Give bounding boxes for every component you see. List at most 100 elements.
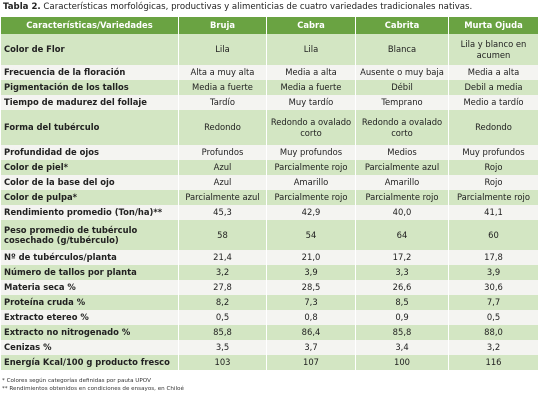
header-cell: Bruja xyxy=(178,17,267,34)
cell: Azul xyxy=(178,175,267,190)
table-row: Nº de tubérculos/planta 21,4 21,0 17,2 17,8 xyxy=(0,250,539,265)
cell: 3,9 xyxy=(266,265,356,280)
cell: Media a alta xyxy=(448,65,539,80)
cell: 21,0 xyxy=(266,250,356,265)
table: Características/Variedades Bruja Cabra Cabr… xyxy=(0,17,539,370)
cell: 64 xyxy=(355,220,449,250)
row-label: Frecuencia de la floración xyxy=(0,65,179,80)
row-label: Color de piel* xyxy=(0,160,179,175)
cell: Parcialmente rojo xyxy=(448,190,539,205)
cell: 85,8 xyxy=(355,325,449,340)
title-text: Características morfológicas, productiva… xyxy=(43,2,473,12)
cell: 85,8 xyxy=(178,325,267,340)
row-label: Extracto etereo % xyxy=(0,310,179,325)
table-row: Color de Flor Lila Lila Blanca Lila y blanco… xyxy=(0,34,539,65)
cell: 17,8 xyxy=(448,250,539,265)
cell: Lila y blanco en acumen xyxy=(448,34,539,65)
cell: Tardío xyxy=(178,95,267,110)
cell: Débil xyxy=(355,80,449,95)
row-label: Energía Kcal/100 g producto fresco xyxy=(0,355,179,370)
cell: 7,3 xyxy=(266,295,356,310)
cell: 3,2 xyxy=(178,265,267,280)
cell: Media a fuerte xyxy=(178,80,267,95)
cell: 100 xyxy=(355,355,449,370)
cell: 26,6 xyxy=(355,280,449,295)
table-row: Número de tallos por planta 3,2 3,9 3,3 3,9 xyxy=(0,265,539,280)
table-row: Color de piel* Azul Parcialmente rojo Parci… xyxy=(0,160,539,175)
cell: 3,4 xyxy=(355,340,449,355)
row-label: Proteína cruda % xyxy=(0,295,179,310)
cell: Medios xyxy=(355,145,449,160)
row-label: Rendimiento promedio (Ton/ha)** xyxy=(0,205,179,220)
table-row: Tiempo de madurez del follaje Tardío Muy t… xyxy=(0,95,539,110)
cell: 40,0 xyxy=(355,205,449,220)
cell: 8,2 xyxy=(178,295,267,310)
cell: Rojo xyxy=(448,175,539,190)
header-cell: Murta Ojuda xyxy=(448,17,539,34)
cell: 116 xyxy=(448,355,539,370)
cell: Debil a media xyxy=(448,80,539,95)
cell: Muy profundos xyxy=(266,145,356,160)
row-label: Tiempo de madurez del follaje xyxy=(0,95,179,110)
table-row: Rendimiento promedio (Ton/ha)** 45,3 42,9 4… xyxy=(0,205,539,220)
row-label: Peso promedio de tubérculo cosechado (g/… xyxy=(0,220,179,250)
footnote: * Colores según categorías definidas por… xyxy=(2,378,151,384)
cell: 0,5 xyxy=(448,310,539,325)
cell: Profundos xyxy=(178,145,267,160)
cell: Parcialmente azul xyxy=(355,160,449,175)
cell: 3,3 xyxy=(355,265,449,280)
cell: Muy profundos xyxy=(448,145,539,160)
table-title: Tabla 2. Características morfológicas, p… xyxy=(3,2,472,12)
header-row: Características/Variedades Bruja Cabra Cabr… xyxy=(0,17,539,34)
cell: 3,9 xyxy=(448,265,539,280)
table-row: Extracto etereo % 0,5 0,8 0,9 0,5 xyxy=(0,310,539,325)
table-row: Energía Kcal/100 g producto fresco 103 107… xyxy=(0,355,539,370)
table-row: Forma del tubérculo Redondo Redondo a oval… xyxy=(0,110,539,145)
cell: 54 xyxy=(266,220,356,250)
cell: Media a alta xyxy=(266,65,356,80)
cell: 27,8 xyxy=(178,280,267,295)
cell: Ausente o muy baja xyxy=(355,65,449,80)
header-cell: Cabrita xyxy=(355,17,449,34)
header-cell: Cabra xyxy=(266,17,356,34)
row-label: Materia seca % xyxy=(0,280,179,295)
row-label: Número de tallos por planta xyxy=(0,265,179,280)
row-label: Color de pulpa* xyxy=(0,190,179,205)
row-label: Pigmentación de los tallos xyxy=(0,80,179,95)
row-label: Cenizas % xyxy=(0,340,179,355)
cell: Amarillo xyxy=(266,175,356,190)
cell: 86,4 xyxy=(266,325,356,340)
cell: Redondo a ovalado corto xyxy=(355,110,449,145)
cell: 42,9 xyxy=(266,205,356,220)
table-row: Peso promedio de tubérculo cosechado (g/… xyxy=(0,220,539,250)
cell: Muy tardío xyxy=(266,95,356,110)
cell: 103 xyxy=(178,355,267,370)
cell: 0,5 xyxy=(178,310,267,325)
cell: 3,7 xyxy=(266,340,356,355)
cell: 8,5 xyxy=(355,295,449,310)
cell: Redondo xyxy=(178,110,267,145)
row-label: Color de Flor xyxy=(0,34,179,65)
cell: 21,4 xyxy=(178,250,267,265)
table-row: Cenizas % 3,5 3,7 3,4 3,2 xyxy=(0,340,539,355)
cell: 88,0 xyxy=(448,325,539,340)
row-label: Forma del tubérculo xyxy=(0,110,179,145)
row-label: Profundidad de ojos xyxy=(0,145,179,160)
cell: 0,8 xyxy=(266,310,356,325)
cell: Parcialmente rojo xyxy=(266,190,356,205)
cell: Redondo xyxy=(448,110,539,145)
cell: 41,1 xyxy=(448,205,539,220)
cell: Lila xyxy=(266,34,356,65)
title-label: Tabla 2. xyxy=(3,2,41,12)
table-row: Extracto no nitrogenado % 85,8 86,4 85,8 88,… xyxy=(0,325,539,340)
table-row: Color de pulpa* Parcialmente azul Parcialm… xyxy=(0,190,539,205)
cell: Redondo a ovalado corto xyxy=(266,110,356,145)
cell: Media a fuerte xyxy=(266,80,356,95)
table-row: Proteína cruda % 8,2 7,3 8,5 7,7 xyxy=(0,295,539,310)
cell: 17,2 xyxy=(355,250,449,265)
cell: Amarillo xyxy=(355,175,449,190)
cell: Azul xyxy=(178,160,267,175)
cell: Blanca xyxy=(355,34,449,65)
cell: Parcialmente azul xyxy=(178,190,267,205)
